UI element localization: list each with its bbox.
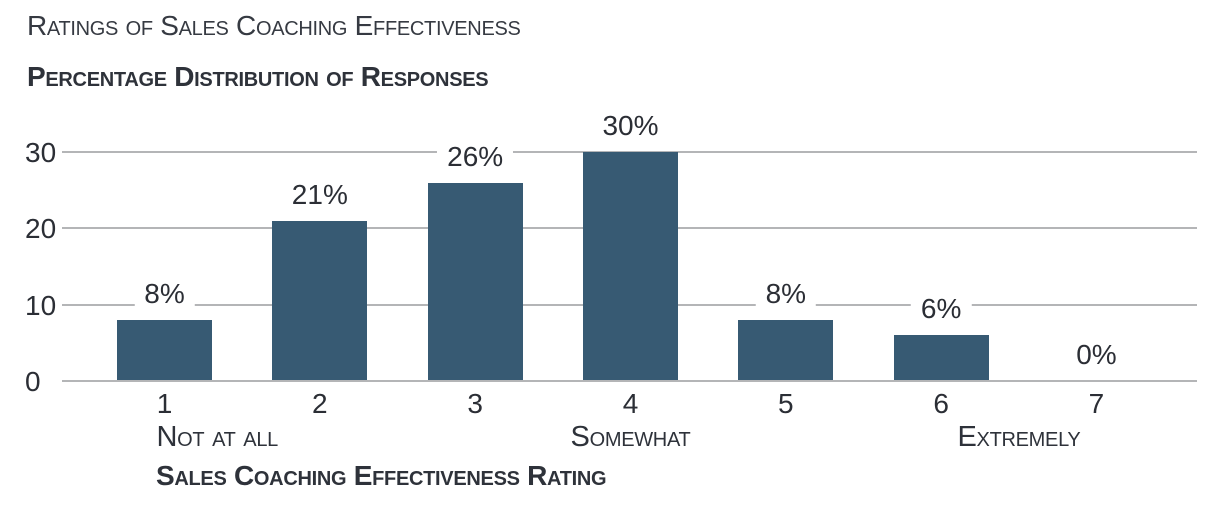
bar-value-label: 6% (910, 295, 972, 324)
chart-subtitle: Percentage Distribution of Responses (27, 61, 489, 92)
bar (582, 152, 678, 381)
bar (272, 220, 368, 381)
x-axis-title: Sales Coaching Effectiveness Rating (156, 460, 607, 491)
chart-title: Ratings of Sales Coaching Effectiveness (27, 10, 521, 41)
x-tick-label: 1 (156, 388, 173, 419)
x-tick-label: 2 (312, 388, 328, 419)
bar-value-label: 30% (592, 112, 669, 140)
scale-annotation-right: Extremely (957, 421, 1081, 453)
x-tick-label: 5 (778, 388, 794, 419)
x-tick-label: 3 (467, 388, 483, 419)
scale-annotation-center: Somewhat (570, 421, 691, 453)
y-tick-label: 0 (25, 366, 41, 397)
bar-value-label: 8% (134, 279, 195, 308)
bar (893, 335, 989, 381)
scale-annotation-left: Not at all (156, 421, 279, 453)
x-tick-label: 6 (933, 388, 949, 419)
bar-value-label: 8% (755, 279, 817, 308)
bar (738, 319, 834, 381)
bar-value-label: 26% (437, 142, 514, 171)
bar (427, 182, 523, 381)
y-tick-label: 20 (25, 213, 57, 245)
y-tick-label: 10 (25, 289, 57, 321)
bar-value-label: 0% (1066, 341, 1127, 369)
x-tick-label: 7 (1088, 388, 1105, 419)
y-tick-label: 30 (25, 137, 57, 168)
x-axis-baseline (62, 380, 1197, 382)
x-tick-label: 4 (622, 388, 639, 419)
bar-value-label: 21% (281, 180, 358, 209)
bar (117, 319, 212, 381)
